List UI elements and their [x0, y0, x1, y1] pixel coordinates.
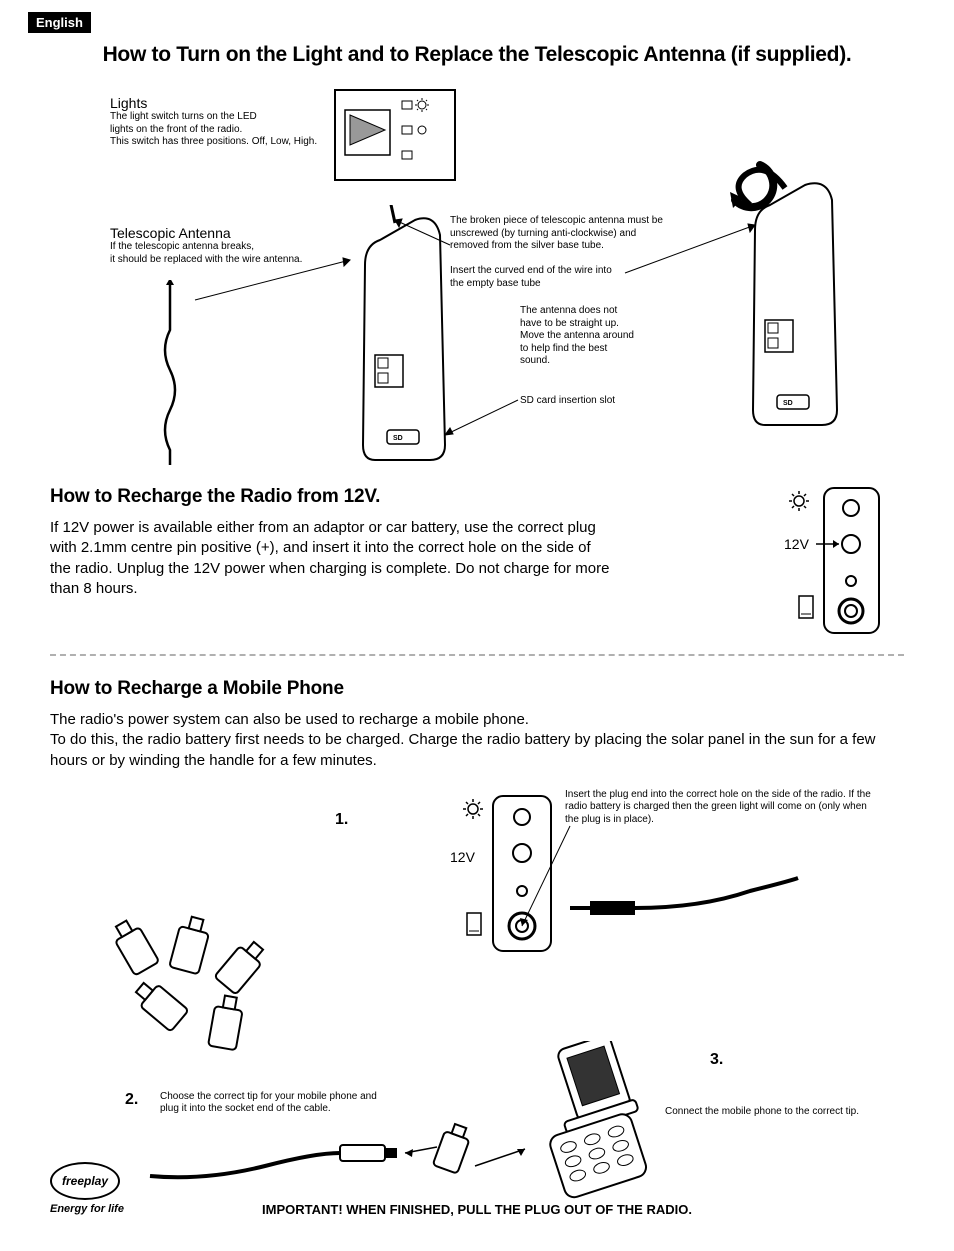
- arrow-to-phone: [470, 1141, 540, 1181]
- language-tag: English: [28, 12, 91, 33]
- leader-lines-icon: [50, 85, 904, 480]
- step-2-num: 2.: [125, 1091, 138, 1109]
- important-note: IMPORTANT! WHEN FINISHED, PULL THE PLUG …: [50, 1202, 904, 1217]
- tips-cluster-icon: [85, 911, 315, 1091]
- recharge-phone-title: How to Recharge a Mobile Phone: [50, 678, 904, 700]
- section-divider: [50, 654, 904, 656]
- main-title: How to Turn on the Light and to Replace …: [50, 43, 904, 67]
- step-1-num: 1.: [335, 811, 348, 829]
- port-panel-12v: 12V: [744, 486, 904, 636]
- diagram-area-top: Lights The light switch turns on the LED…: [50, 85, 904, 480]
- recharge-phone-body: The radio's power system can also be use…: [50, 710, 904, 771]
- recharge-12v-section: How to Recharge the Radio from 12V. If 1…: [50, 486, 904, 636]
- port-panel-12v-icon: [744, 486, 904, 636]
- phone-diagram-area: 1. 12V Insert the plug end into the corr…: [50, 771, 904, 1251]
- brand-tagline: Energy for life: [50, 1203, 124, 1215]
- insert-plug-caption: Insert the plug end into the correct hol…: [565, 789, 875, 827]
- footer: freeplay Energy for life: [50, 1162, 124, 1215]
- leader-insert-plug: [510, 821, 590, 936]
- recharge-12v-title: How to Recharge the Radio from 12V.: [50, 486, 714, 508]
- connect-phone-caption: Connect the mobile phone to the correct …: [665, 1106, 895, 1119]
- recharge-12v-body: If 12V power is available either from an…: [50, 518, 610, 599]
- step-3-num: 3.: [710, 1051, 723, 1069]
- label-12v-top: 12V: [784, 536, 809, 552]
- cable-with-tip-icon: [145, 1121, 485, 1191]
- choose-tip-caption: Choose the correct tip for your mobile p…: [160, 1091, 380, 1116]
- brand-logo: freeplay: [50, 1162, 120, 1200]
